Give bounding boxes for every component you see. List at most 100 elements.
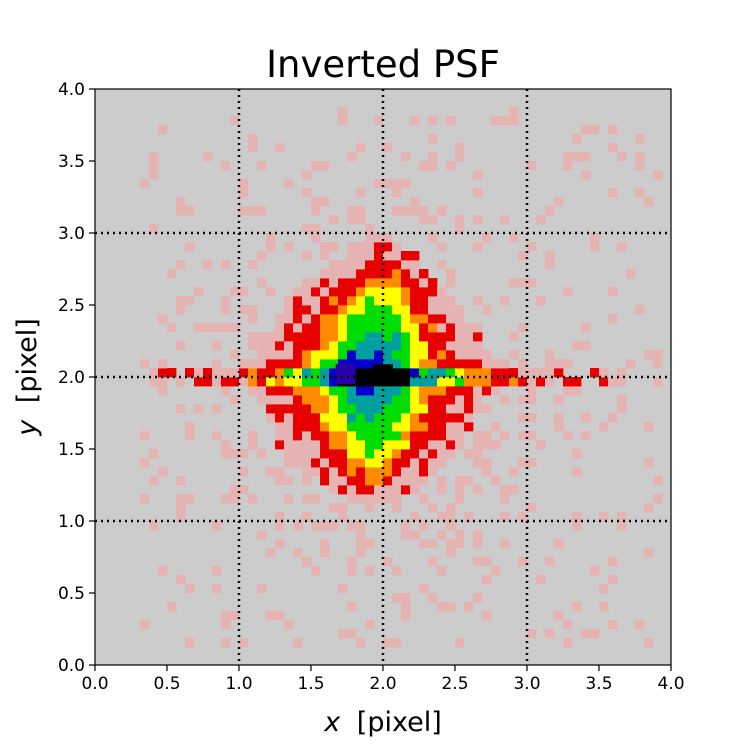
heatmap-cell (437, 314, 447, 324)
x-tick-label: 1.5 (297, 674, 324, 694)
y-tick-label: 0.0 (58, 656, 85, 676)
heatmap-cell (212, 359, 222, 369)
heatmap-cell (401, 602, 411, 612)
heatmap-cell (428, 413, 438, 423)
heatmap-cell (374, 179, 384, 189)
heatmap-cell (581, 170, 591, 180)
heatmap-cell (275, 611, 285, 621)
heatmap-cell (473, 296, 483, 306)
heatmap-cell (311, 395, 321, 405)
heatmap-cell (302, 287, 312, 297)
heatmap-cell (158, 386, 168, 396)
heatmap-cell (428, 458, 438, 468)
heatmap-cell (275, 350, 285, 360)
heatmap-cell (302, 422, 312, 432)
heatmap-cell (356, 377, 366, 387)
heatmap-cell (410, 314, 420, 324)
heatmap-cell (455, 152, 465, 162)
heatmap-cell (653, 476, 663, 486)
heatmap-cell (410, 341, 420, 351)
heatmap-cell (374, 413, 384, 423)
heatmap-cell (446, 539, 456, 549)
heatmap-cell (356, 485, 366, 495)
heatmap-cell (383, 638, 393, 648)
heatmap-cell (140, 431, 150, 441)
heatmap-cell (473, 539, 483, 549)
heatmap-cell (473, 215, 483, 225)
heatmap-cell (446, 116, 456, 126)
heatmap-cell (347, 350, 357, 360)
heatmap-cell (383, 287, 393, 297)
heatmap-cell (455, 305, 465, 315)
heatmap-cell (383, 242, 393, 252)
heatmap-cell (536, 377, 546, 387)
heatmap-cell (374, 467, 384, 477)
heatmap-cell (401, 476, 411, 486)
heatmap-cell (257, 359, 267, 369)
heatmap-cell (419, 521, 429, 531)
heatmap-cell (617, 404, 627, 414)
heatmap-cell (653, 494, 663, 504)
heatmap-cell (527, 458, 537, 468)
heatmap-cell (464, 395, 474, 405)
heatmap-cell (248, 134, 258, 144)
heatmap-cell (221, 368, 231, 378)
heatmap-cell (500, 494, 510, 504)
heatmap-cell (482, 458, 492, 468)
heatmap-cell (365, 224, 375, 234)
heatmap-cell (455, 215, 465, 225)
heatmap-cell (329, 215, 339, 225)
heatmap-cell (653, 377, 663, 387)
heatmap-cell (554, 395, 564, 405)
heatmap-cell (644, 422, 654, 432)
heatmap-cell (455, 494, 465, 504)
heatmap-cell (275, 431, 285, 441)
heatmap-cell (356, 242, 366, 252)
heatmap-cell (257, 161, 267, 171)
heatmap-cell (437, 359, 447, 369)
heatmap-cell (167, 323, 177, 333)
heatmap-cell (176, 404, 186, 414)
heatmap-cell (230, 116, 240, 126)
heatmap-cell (284, 476, 294, 486)
heatmap-cell (437, 566, 447, 576)
heatmap-cell (383, 449, 393, 459)
heatmap-cell (581, 629, 591, 639)
heatmap-cell (257, 350, 267, 360)
heatmap-cell (419, 377, 429, 387)
heatmap-cell (356, 413, 366, 423)
heatmap-cell (329, 386, 339, 396)
heatmap-cell (302, 467, 312, 477)
heatmap-cell (320, 377, 330, 387)
heatmap-cell (320, 440, 330, 450)
heatmap-cell (167, 602, 177, 612)
heatmap-cell (518, 431, 528, 441)
heatmap-cell (473, 593, 483, 603)
heatmap-cell (401, 530, 411, 540)
heatmap-cell (473, 404, 483, 414)
heatmap-cell (410, 206, 420, 216)
heatmap-cell (347, 287, 357, 297)
heatmap-cell (302, 440, 312, 450)
heatmap-cell (356, 251, 366, 261)
heatmap-cell (428, 359, 438, 369)
heatmap-cell (356, 404, 366, 414)
heatmap-cell (455, 332, 465, 342)
heatmap-cell (239, 467, 249, 477)
heatmap-cell (257, 278, 267, 288)
x-axis-label-unit: [pixel] (357, 707, 442, 738)
heatmap-cell (302, 341, 312, 351)
heatmap-cell (392, 359, 402, 369)
heatmap-cell (410, 296, 420, 306)
heatmap-cell (302, 512, 312, 522)
heatmap-cell (365, 242, 375, 252)
heatmap-cell (446, 395, 456, 405)
heatmap-cell (392, 476, 402, 486)
heatmap-cell (176, 305, 186, 315)
heatmap-cell (446, 413, 456, 423)
heatmap-cell (545, 350, 555, 360)
heatmap-cell (365, 395, 375, 405)
heatmap-cell (221, 296, 231, 306)
heatmap-cell (581, 125, 591, 135)
heatmap-cell (221, 323, 231, 333)
